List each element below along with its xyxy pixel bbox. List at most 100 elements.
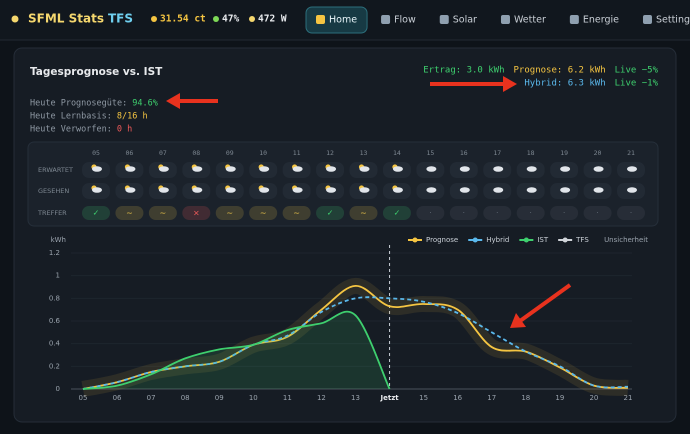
summary-value: Live −1%: [615, 79, 659, 89]
hit-symbol: ~: [293, 209, 300, 218]
x-tick-label: Jetzt: [380, 394, 400, 402]
hit-symbol: ~: [260, 209, 267, 218]
cloud-icon: [259, 187, 270, 193]
nav-button[interactable]: Energie: [560, 7, 629, 33]
y-tick-label: 1.2: [49, 249, 60, 257]
cloud-icon: [593, 166, 604, 172]
y-tick-label: 0: [56, 385, 60, 393]
y-tick-label: 0.2: [49, 362, 60, 370]
hour-label: 06: [126, 149, 134, 157]
row-label: GESEHEN: [38, 187, 69, 195]
x-tick-label: 21: [624, 394, 633, 402]
cloud-icon: [426, 187, 437, 193]
hit-symbol: ·: [429, 209, 432, 218]
nav-label: Solar: [453, 15, 477, 26]
hit-cell: [282, 206, 311, 220]
nav-button[interactable]: Solar: [430, 7, 487, 33]
y-tick-label: 1: [56, 272, 60, 280]
header-stat: 31.54 ct: [160, 14, 206, 25]
cloud-icon: [92, 166, 102, 172]
cloud-icon: [125, 187, 136, 193]
nav-button[interactable]: Flow: [371, 7, 426, 33]
x-tick-label: 05: [79, 394, 88, 402]
hour-label: 19: [560, 149, 568, 157]
legend-dot: [523, 237, 529, 243]
stat-label: Heute Lernbasis:: [30, 112, 112, 122]
hit-symbol: ·: [463, 209, 466, 218]
hit-symbol: ~: [226, 209, 233, 218]
x-tick-label: 09: [215, 394, 224, 402]
cloud-icon: [158, 187, 169, 193]
stat-icon: [151, 16, 157, 22]
stat-value: 0 h: [117, 125, 132, 135]
hit-symbol: ✓: [394, 209, 401, 218]
arrow-head: [503, 76, 517, 92]
arrow: [518, 283, 572, 323]
nav-label: Energie: [583, 15, 619, 26]
hour-label: 08: [192, 149, 200, 157]
cloud-icon: [225, 187, 236, 193]
hit-cell: [349, 206, 378, 220]
header-stat: 472 W: [258, 14, 287, 25]
legend-dot: [562, 237, 568, 243]
stat-icon: [213, 16, 219, 22]
app-title: SFML Stats: [28, 12, 104, 26]
hour-label: 18: [527, 149, 535, 157]
nav-button[interactable]: Settings: [633, 7, 690, 33]
summary-value: Live −5%: [615, 66, 659, 76]
y-tick-label: 0.4: [49, 340, 61, 348]
summary-value: Hybrid: 6.3 kWh: [524, 79, 605, 89]
hour-label: 09: [226, 149, 234, 157]
annotation-arrows: [166, 76, 572, 328]
series-line: [82, 296, 629, 390]
summary-value: Prognose: 6.2 kWh: [514, 66, 606, 76]
area: [83, 311, 390, 389]
nav-icon: [316, 15, 325, 24]
x-tick-label: 08: [181, 394, 190, 402]
cloud-icon: [526, 166, 537, 172]
legend-dot: [412, 237, 418, 243]
hour-label: 21: [627, 149, 635, 157]
logo-icon: [11, 15, 19, 23]
hit-symbol: ✓: [327, 209, 334, 218]
nav-button[interactable]: Wetter: [491, 7, 556, 33]
cloud-icon: [125, 166, 136, 172]
y-axis-label: kWh: [51, 236, 66, 244]
hit-cell: [617, 206, 645, 220]
cloud-icon: [627, 166, 637, 172]
cloud-icon: [326, 187, 337, 193]
hit-cell: [148, 206, 177, 220]
hit-cell: [115, 206, 144, 220]
cloud-icon: [359, 166, 370, 172]
x-tick-label: 15: [419, 394, 428, 402]
stat-value: 8/16 h: [117, 112, 148, 122]
hit-symbol: ·: [496, 209, 499, 218]
hour-label: 14: [393, 149, 401, 157]
hit-symbol: ·: [630, 209, 633, 218]
nav-label: Settings: [656, 15, 690, 26]
hour-label: 12: [326, 149, 334, 157]
x-tick-label: 06: [113, 394, 122, 402]
cloud-icon: [392, 166, 403, 172]
arrow-head: [166, 93, 180, 109]
row-label: ERWARTET: [38, 166, 73, 174]
cloud-icon: [426, 166, 437, 172]
hit-symbol: ~: [360, 209, 367, 218]
nav-icon: [642, 15, 652, 24]
header-stat: 47%: [222, 14, 239, 25]
hit-symbol: ~: [160, 209, 167, 218]
hit-cell: [550, 206, 579, 220]
hit-cell: [583, 206, 612, 220]
arrow-head: [510, 313, 526, 328]
hour-label: 15: [426, 149, 434, 157]
cloud-icon: [593, 187, 604, 193]
stat-icon: [249, 16, 255, 22]
nav-button[interactable]: Home: [305, 6, 368, 34]
annotation: Unsicherheit: [604, 236, 648, 244]
nav-label: Wetter: [514, 15, 546, 26]
nav-icon: [569, 15, 579, 24]
series-line: [82, 310, 391, 390]
hit-cell: [249, 206, 278, 220]
x-tick-label: 18: [521, 394, 530, 402]
